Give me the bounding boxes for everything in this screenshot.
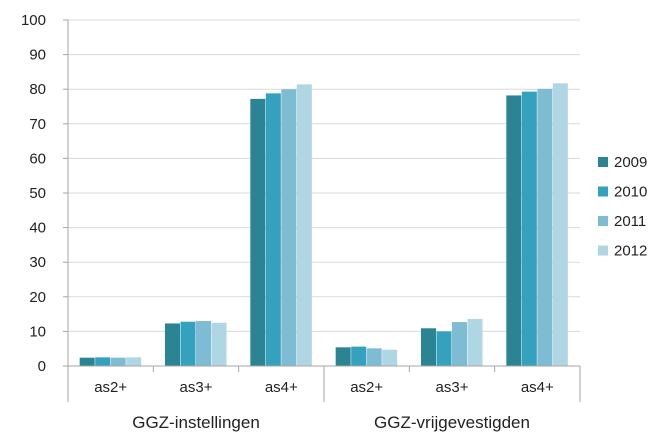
legend-swatch [598, 216, 608, 226]
bar-2010-as3+ [436, 331, 452, 366]
bar-2009-as3+ [165, 323, 180, 366]
x-category-label: as2+ [94, 379, 127, 396]
x-category-label: as2+ [350, 379, 383, 396]
bar-2011-as3+ [452, 322, 467, 366]
bar-2012-as2+ [126, 357, 142, 366]
bar-2010-as3+ [180, 321, 196, 366]
bars [79, 83, 568, 367]
gridlines [68, 19, 580, 332]
y-tick-label: 60 [29, 150, 46, 167]
bar-2011-as3+ [196, 321, 211, 366]
bar-2009-as3+ [421, 328, 436, 366]
legend-label: 2009 [614, 154, 647, 171]
y-tick-label: 70 [29, 116, 46, 133]
bar-2009-as4+ [250, 98, 266, 366]
legend-label: 2012 [614, 243, 647, 260]
axes: 0 10 20 30 40 50 60 70 80 90 100 as2+ as3+ as4+ as2+ as… [21, 12, 581, 432]
y-tick-label: 90 [29, 47, 46, 64]
x-category-label: as4+ [521, 379, 554, 396]
y-tick-label: 10 [29, 323, 46, 340]
y-tick-label: 0 [38, 358, 46, 375]
bar-2012-as3+ [467, 318, 483, 366]
y-tick-label: 40 [29, 220, 46, 237]
legend-swatch [598, 186, 608, 197]
x-category-label: as3+ [180, 379, 213, 396]
x-group-label: GGZ-instellingen [132, 413, 260, 432]
bar-2012-as2+ [382, 349, 398, 366]
legend-label: 2010 [614, 184, 647, 201]
bar-2010-as2+ [351, 346, 367, 366]
x-category-label: as3+ [436, 379, 469, 396]
legend-swatch [598, 245, 608, 256]
bar-2011-as4+ [281, 89, 297, 366]
y-tick-label: 20 [29, 289, 46, 306]
x-group-label: GGZ-vrijgevestigden [374, 413, 530, 432]
bar-2010-as2+ [95, 357, 111, 366]
legend-swatch [598, 157, 608, 167]
bar-2011-as4+ [537, 88, 553, 366]
bar-2012-as4+ [296, 84, 312, 366]
bar-2009-as2+ [335, 347, 351, 366]
legend: 2009 2010 2011 2012 [598, 154, 647, 260]
x-category-label: as4+ [265, 379, 298, 396]
legend-label: 2011 [614, 213, 646, 230]
bar-2009-as4+ [506, 95, 522, 366]
bar-2012-as4+ [552, 83, 568, 367]
bar-2009-as2+ [79, 357, 95, 366]
bar-2011-as2+ [110, 357, 126, 366]
bar-2011-as2+ [366, 348, 382, 366]
bar-2010-as4+ [265, 93, 281, 367]
y-tick-label: 100 [21, 12, 46, 29]
bar-2010-as4+ [521, 91, 537, 366]
y-tick-label: 30 [29, 254, 46, 271]
y-tick-label: 80 [29, 81, 46, 98]
bar-2012-as3+ [211, 322, 227, 366]
y-tick-label: 50 [29, 185, 46, 202]
